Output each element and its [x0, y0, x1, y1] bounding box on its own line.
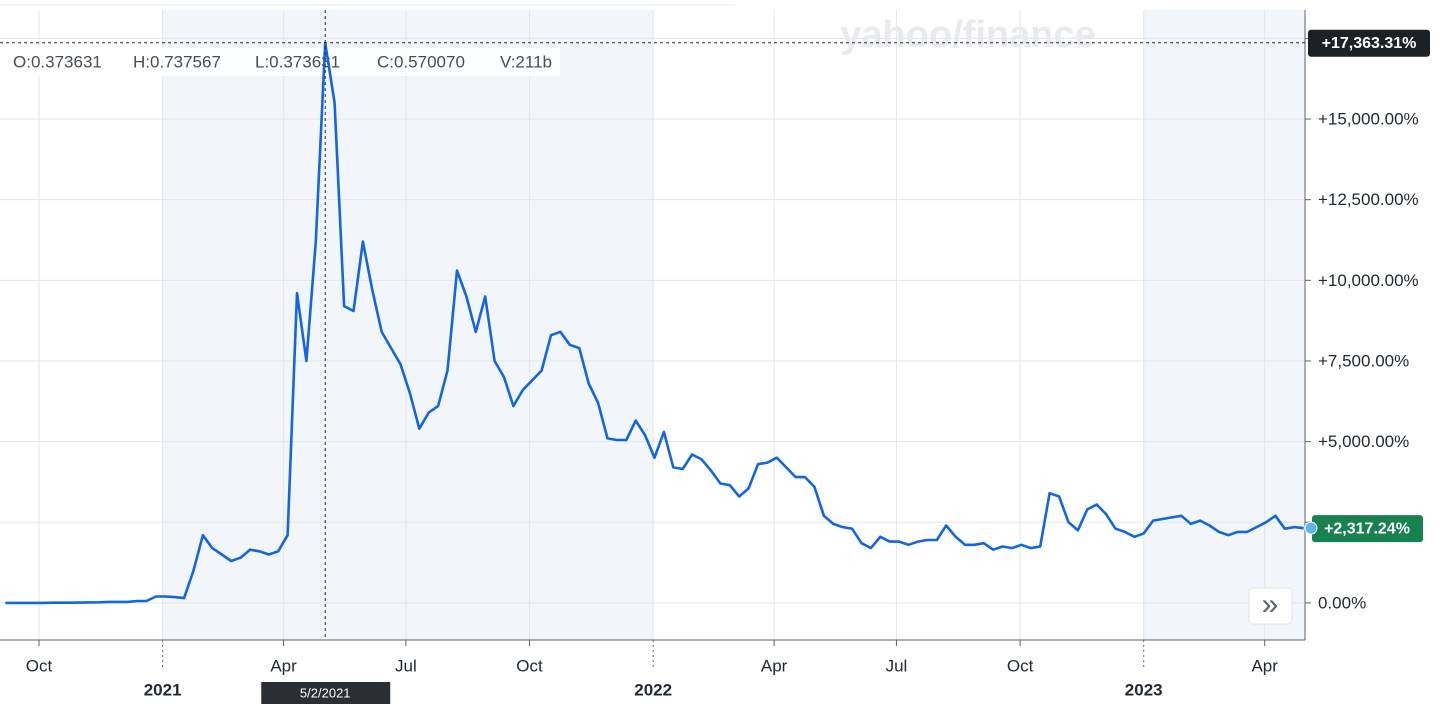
year-band: [1143, 10, 1305, 640]
ohlc-text: V:211b: [500, 52, 552, 71]
crosshair-date-label: 5/2/2021: [300, 685, 351, 700]
ohlc-text: C:0.570070: [377, 52, 465, 71]
crosshair-value-label: +17,363.31%: [1322, 35, 1417, 52]
ohlc-bg: [8, 48, 560, 76]
year-band: [162, 10, 654, 640]
price-line: [5, 41, 1304, 605]
scroll-button[interactable]: »: [1248, 587, 1293, 625]
ohlc-text: H:0.737567: [133, 52, 221, 71]
x-year-label: 2022: [634, 680, 672, 699]
x-year-label: 2021: [144, 680, 182, 699]
current-badge: [1312, 515, 1423, 543]
crosshair-date-badge: [261, 682, 391, 704]
button-bg[interactable]: [1248, 587, 1293, 625]
x-year-label: 2023: [1125, 680, 1163, 699]
current-dot: [1304, 521, 1318, 535]
y-tick-label: +15,000.00%: [1318, 110, 1419, 129]
crosshair-value-badge: [1308, 29, 1430, 57]
current-label: +2,317.24%: [1324, 520, 1410, 537]
watermark: yahoo/finance: [840, 14, 1096, 56]
x-tick-label: Apr: [1251, 656, 1278, 675]
x-tick-label: Oct: [1007, 656, 1034, 675]
y-tick-label: +12,500.00%: [1318, 190, 1419, 209]
button-label[interactable]: »: [1262, 588, 1279, 621]
x-tick-label: Jul: [395, 656, 417, 675]
y-tick-label: +5,000.00%: [1318, 432, 1409, 451]
y-tick-label: +7,500.00%: [1318, 351, 1409, 370]
x-tick-label: Apr: [270, 656, 297, 675]
x-tick-label: Oct: [516, 656, 543, 675]
ohlc-text: O:0.373631: [13, 52, 102, 71]
x-tick-label: Oct: [26, 656, 53, 675]
x-tick-label: Jul: [886, 656, 908, 675]
x-tick-label: Apr: [761, 656, 788, 675]
ohlc-text: L:0.373631: [255, 52, 340, 71]
y-tick-label: 0.00%: [1318, 593, 1366, 612]
y-tick-label: +10,000.00%: [1318, 271, 1419, 290]
